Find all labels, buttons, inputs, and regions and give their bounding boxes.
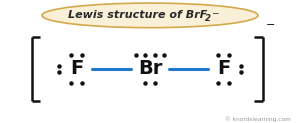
Text: Lewis structure of BrF: Lewis structure of BrF [68,10,208,20]
Text: © knordslearning.com: © knordslearning.com [225,116,291,122]
Text: −: − [211,8,218,17]
Text: Br: Br [138,59,162,78]
Text: 2: 2 [205,14,211,23]
Ellipse shape [42,3,258,28]
Text: F: F [70,59,83,78]
Text: −: − [266,20,275,30]
Text: F: F [217,59,230,78]
